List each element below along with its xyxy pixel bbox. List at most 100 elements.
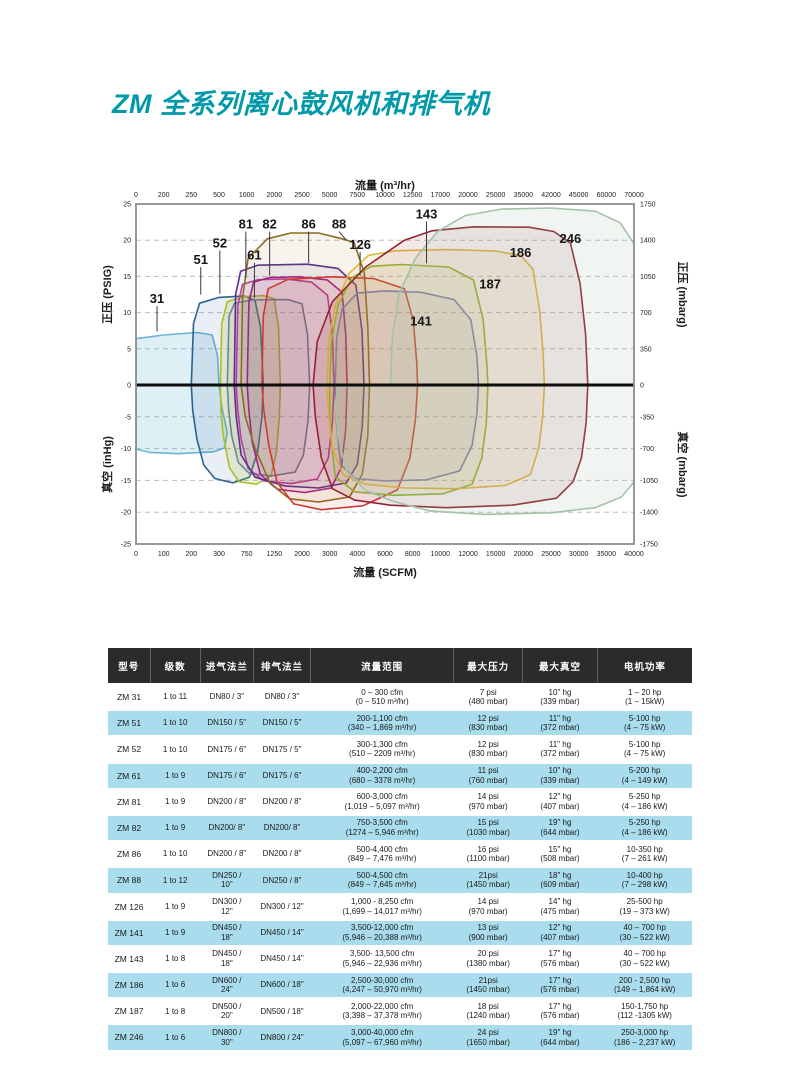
table-cell: DN800 / 24" (253, 1023, 311, 1050)
table-cell: ZM 186 (108, 971, 151, 999)
svg-text:187: 187 (479, 277, 501, 292)
svg-text:20000: 20000 (514, 551, 534, 558)
table-cell: DN200/ 8" (253, 813, 311, 842)
table-cell: 12" hg (407 mbar) (522, 918, 598, 946)
header-cell-4: 流量范围 (310, 648, 454, 684)
header-cell-3: 排气法兰 (252, 648, 311, 684)
svg-text:-5: -5 (125, 414, 131, 421)
svg-text:6000: 6000 (377, 551, 393, 558)
table-cell: DN600 / 18" (253, 971, 311, 999)
table-cell: 21psi (1450 mbar) (453, 971, 523, 999)
header-cell-2: 进气法兰 (199, 648, 254, 684)
svg-text:42000: 42000 (541, 192, 561, 199)
svg-text:10: 10 (123, 310, 131, 317)
table-cell: 1 to 10 (150, 709, 201, 737)
chart-canvas: 31 51 52 61 81 82 86 88 126 141 143 187 186 246 0 200 25… (100, 178, 690, 584)
svg-text:-350: -350 (640, 414, 654, 421)
svg-text:300: 300 (213, 551, 225, 558)
svg-text:-700: -700 (640, 446, 654, 453)
table-cell: 15" hg (508 mbar) (522, 840, 598, 868)
table-cell: 10" hg (339 mbar) (522, 682, 598, 711)
table-cell: 3,500- 13,500 cfm (5,946 – 22,936 m³/hr) (310, 944, 454, 973)
svg-text:86: 86 (301, 217, 315, 232)
table-cell: 1 to 12 (150, 866, 201, 894)
svg-text:0: 0 (134, 551, 138, 558)
table-cell: 17" hg (576 mbar) (522, 944, 598, 973)
table-cell: DN175 / 6" (200, 735, 254, 763)
svg-text:10000: 10000 (375, 192, 395, 199)
table-cell: 40 – 700 hp (30 – 522 kW) (597, 918, 692, 946)
svg-text:141: 141 (410, 314, 432, 329)
svg-text:82: 82 (262, 217, 276, 232)
svg-text:35000: 35000 (514, 192, 534, 199)
table-cell: DN150 / 5" (253, 709, 311, 737)
table-cell: DN200 / 8" (253, 840, 311, 868)
table-cell: 1,000 - 8,250 cfm (1,699 – 14,017 m³/hr) (310, 892, 454, 920)
table-cell: DN500 / 20" (200, 997, 254, 1025)
svg-text:350: 350 (640, 346, 652, 353)
svg-text:1050: 1050 (640, 274, 656, 281)
svg-text:流量 (SCFM): 流量 (SCFM) (353, 565, 417, 579)
svg-text:100: 100 (158, 551, 170, 558)
svg-text:15: 15 (123, 274, 131, 281)
table-cell: DN250 / 8" (253, 866, 311, 894)
svg-text:0: 0 (127, 383, 131, 390)
svg-text:200: 200 (185, 551, 197, 558)
table-cell: ZM 81 (108, 787, 151, 815)
svg-text:45000: 45000 (569, 192, 589, 199)
header-cell-7: 电机功率 (596, 648, 692, 684)
table-cell: ZM 88 (108, 866, 151, 894)
svg-text:200: 200 (158, 192, 170, 199)
table-cell: DN80 / 3" (253, 682, 311, 711)
header-cell-6: 最大真空 (522, 648, 598, 684)
svg-text:60000: 60000 (597, 192, 617, 199)
table-cell: 0 – 300 cfm (0 – 510 m³/hr) (310, 682, 454, 711)
table-cell: 10" hg (339 mbar) (522, 761, 598, 789)
table-cell: 11" hg (372 mbar) (522, 709, 598, 737)
table-cell: DN450 / 18" (200, 918, 254, 946)
table-cell: 2,000-22,000 cfm (3,398 – 37,378 m³/hr) (310, 997, 454, 1025)
table-cell: 5-250 hp (4 – 186 kW) (597, 813, 692, 842)
performance-envelope-chart: 31 51 52 61 81 82 86 88 126 141 143 187 186 246 0 200 25… (100, 178, 690, 584)
table-cell: 5-100 hp (4 – 75 kW) (597, 735, 692, 763)
svg-text:31: 31 (150, 291, 164, 306)
table-cell: 1 to 9 (150, 892, 201, 920)
svg-text:-1400: -1400 (640, 510, 658, 517)
svg-text:52: 52 (213, 235, 227, 250)
table-cell: 200 - 2,500 hp (149 – 1,864 kW) (597, 971, 692, 999)
svg-text:-10: -10 (121, 446, 131, 453)
svg-text:500: 500 (213, 192, 225, 199)
svg-text:7500: 7500 (350, 192, 366, 199)
table-cell: ZM 86 (108, 840, 151, 868)
svg-text:20000: 20000 (458, 192, 478, 199)
svg-text:5: 5 (127, 346, 131, 353)
svg-text:-1050: -1050 (640, 478, 658, 485)
table-cell: DN500 / 18" (253, 997, 311, 1025)
svg-text:700: 700 (640, 310, 652, 317)
table-cell: 5-200 hp (4 – 149 kW) (597, 761, 692, 789)
svg-text:186: 186 (510, 245, 532, 260)
svg-text:2500: 2500 (294, 192, 310, 199)
table-cell: 17" hg (576 mbar) (522, 971, 598, 999)
table-cell: 40 – 700 hp (30 – 522 kW) (597, 944, 692, 973)
table-cell: ZM 51 (108, 709, 151, 737)
header-cell-0: 型号 (108, 648, 151, 684)
table-cell: 19" hg (644 mbar) (522, 813, 598, 842)
table-cell: 1 to 8 (150, 997, 201, 1025)
svg-text:正压 (PSIG): 正压 (PSIG) (100, 265, 114, 324)
svg-text:0: 0 (640, 383, 644, 390)
table-cell: 10-350 hp (7 – 261 kW) (597, 840, 692, 868)
table-cell: 11" hg (372 mbar) (522, 735, 598, 763)
table-cell: 1 to 11 (150, 682, 201, 711)
table-cell: 750-3,500 cfm (1274 – 5,946 m³/hr) (310, 813, 454, 842)
table-cell: DN200/ 8" (200, 813, 254, 842)
table-cell: 13 psi (900 mbar) (453, 918, 523, 946)
table-cell: DN800 / 30" (200, 1023, 254, 1050)
table-cell: ZM 126 (108, 892, 151, 920)
table-cell: DN450 / 14" (253, 944, 311, 973)
header-cell-1: 级数 (149, 648, 201, 684)
table-cell: DN150 / 5" (200, 709, 254, 737)
table-cell: 15 psi (1030 mbar) (453, 813, 523, 842)
spec-table-container: 型号 级数 进气法兰 排气法兰 流量范围 最大压力 最大真空 电机功率 ZM 31 1 to 11… (108, 648, 692, 1050)
table-cell: 1 to 9 (150, 813, 201, 842)
